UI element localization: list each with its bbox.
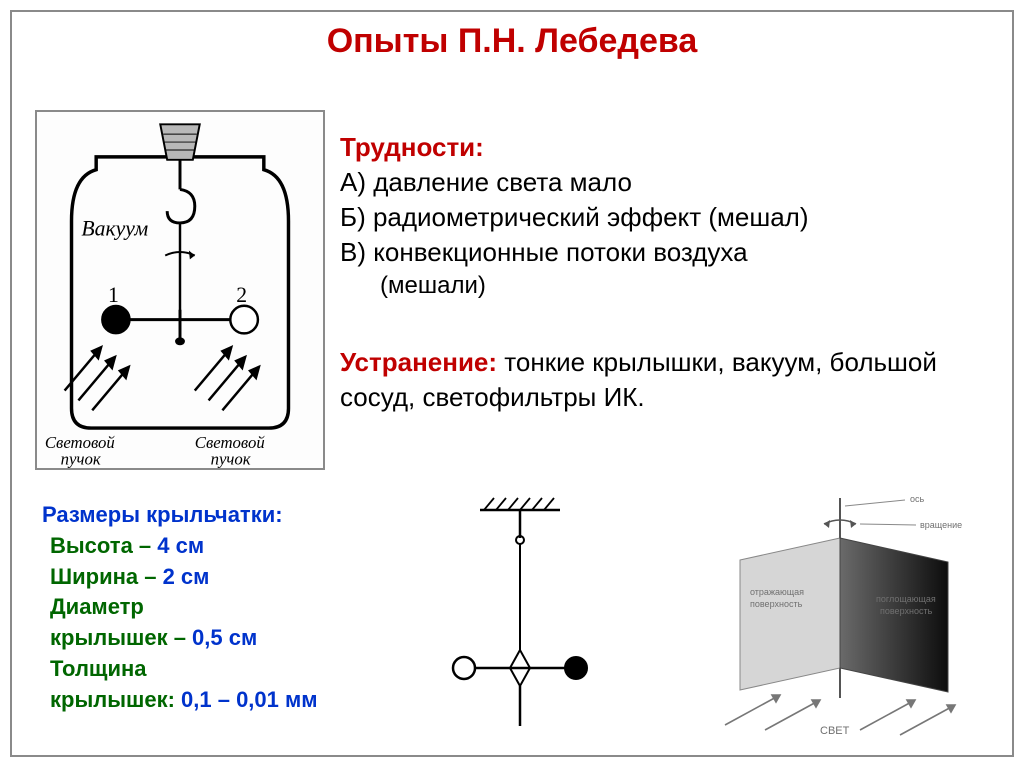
difficulties-block: Трудности: А) давление света мало Б) рад… [340,130,808,303]
axis-label: ось [910,494,925,504]
slide-title: Опыты П.Н. Лебедева [0,22,1024,61]
dim-thick-label2: крылышек: [50,687,181,712]
dim-diam-label1: Диаметр [42,592,318,623]
absorbing-l1: поглощающая [876,594,936,604]
dim-diam-val: 0,5 см [192,625,257,650]
vessel-num2: 2 [236,283,247,307]
reflecting-l1: отражающая [750,587,804,597]
pendulum-diagram [420,490,620,740]
vacuum-label: Вакуум [81,217,148,241]
difficulty-c1: В) конвекционные потоки воздуха [340,235,808,270]
dim-diam-label2: крылышек – [50,625,192,650]
dim-thick-label1: Толщина [42,654,318,685]
dim-height-label: Высота – [50,533,157,558]
light-label: СВЕТ [820,725,850,737]
difficulty-c2: (мешали) [340,270,808,302]
difficulty-a: А) давление света мало [340,165,808,200]
dimensions-title: Размеры крыльчатки: [42,500,318,531]
beam-left-l2: пучок [61,450,101,468]
rotation-label: вращение [920,520,962,530]
dim-thick-val: 0,1 – 0,01 мм [181,687,318,712]
elimination-block: Устранение: тонкие крылышки, вакуум, бол… [340,345,1000,415]
vessel-diagram: 1 2 Вакуум Светово [35,110,325,470]
surfaces-diagram: ось вращение отражающая поверхность погл… [680,480,1000,740]
dim-height-val: 4 см [157,533,204,558]
reflecting-l2: поверхность [750,599,803,609]
difficulty-b: Б) радиометрический эффект (мешал) [340,200,808,235]
slide: Опыты П.Н. Лебедева [0,0,1024,767]
elimination-heading: Устранение: [340,347,497,377]
difficulties-heading: Трудности: [340,132,484,162]
beam-right-l2: пучок [211,450,251,468]
dimensions-block: Размеры крыльчатки: Высота – 4 см Ширина… [42,500,318,716]
dim-width-val: 2 см [163,564,210,589]
absorbing-l2: поверхность [880,606,933,616]
dim-width-label: Ширина – [50,564,163,589]
vessel-num1: 1 [108,283,119,307]
